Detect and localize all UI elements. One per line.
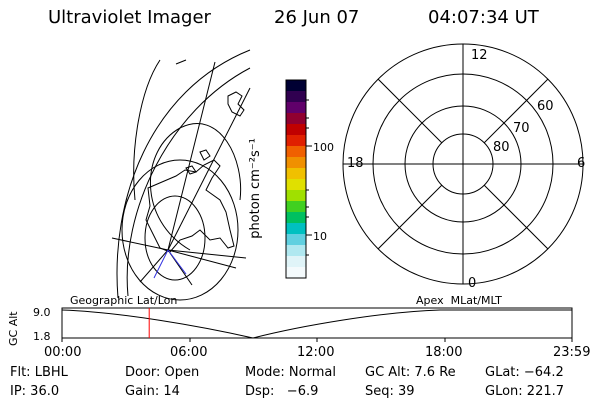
timeline-xtick-1: 06:00	[170, 345, 208, 360]
status-ip: IP: 36.0	[10, 384, 60, 399]
latitude-circle	[144, 195, 206, 281]
pole-line	[153, 249, 169, 279]
timeline-xtick-0: 00:00	[44, 345, 82, 360]
colorbar-segment	[286, 212, 306, 224]
status-gain: Gain: 14	[125, 384, 180, 399]
timeline-xtick-3: 18:00	[425, 345, 463, 360]
colorbar-segment	[286, 267, 306, 279]
status-seq: Seq: 39	[365, 384, 415, 399]
colorbar-segment	[286, 201, 306, 213]
time-label: 04:07:34 UT	[428, 7, 539, 28]
colorbar-segment	[286, 124, 306, 136]
pole-line	[167, 249, 187, 275]
mlt-label-0: 0	[468, 276, 477, 291]
status-glon: GLon: 221.7	[485, 384, 565, 399]
mlt-label-18: 18	[347, 156, 364, 171]
timeline-right-title: Apex MLat/MLT	[416, 294, 502, 307]
latitude-circle	[116, 49, 251, 299]
colorbar-segment	[286, 190, 306, 202]
longitude-line	[167, 249, 237, 269]
status-dsp: Dsp: −6.9	[245, 384, 319, 399]
status-gc-alt: GC Alt: 7.6 Re	[365, 365, 456, 380]
timeline-xtick-2: 12:00	[297, 345, 335, 360]
coastline	[227, 91, 245, 117]
timeline-left-title: Geographic Lat/Lon	[70, 294, 178, 307]
timeline-ytick-top: 9.0	[33, 306, 51, 319]
colorbar-segment	[286, 179, 306, 191]
latitude-circle	[133, 59, 161, 201]
colorbar-segment	[286, 91, 306, 103]
longitude-line	[167, 249, 247, 259]
timeline-xtick-4: 23:59	[553, 345, 591, 360]
coastline	[199, 149, 211, 161]
longitude-line	[139, 249, 169, 283]
latitude-circle	[150, 123, 242, 251]
colorbar-tick-10: 10	[313, 230, 327, 243]
colorbar-segment	[286, 234, 306, 246]
mlt-label-12: 12	[471, 48, 488, 63]
longitude-line	[167, 87, 251, 251]
lat-label-70: 70	[513, 121, 530, 136]
status-filter: Flt: LBHL	[10, 365, 68, 380]
instrument-title: Ultraviolet Imager	[48, 7, 211, 28]
coastline	[145, 159, 235, 253]
colorbar-segment	[286, 256, 306, 268]
longitude-line	[111, 237, 169, 251]
timeline-ytick-bottom: 1.8	[33, 330, 51, 343]
status-glat: GLat: −64.2	[485, 365, 564, 380]
colorbar-segment	[286, 80, 306, 92]
coastline	[185, 165, 197, 175]
longitude-line	[167, 61, 216, 251]
colorbar-segment	[286, 245, 306, 257]
lat-label-60: 60	[537, 99, 554, 114]
date-label: 26 Jun 07	[274, 7, 360, 28]
status-door: Door: Open	[125, 365, 200, 380]
colorbar-segment	[286, 223, 306, 235]
coastline	[175, 59, 187, 65]
colorbar-segment	[286, 113, 306, 125]
colorbar-segment	[286, 157, 306, 169]
colorbar-tick-100: 100	[313, 141, 334, 154]
polar-diagonal	[377, 184, 443, 250]
altitude-curve	[61, 309, 572, 339]
polar-diagonal	[377, 78, 443, 144]
colorbar-segment	[286, 146, 306, 158]
lat-label-80: 80	[493, 140, 510, 155]
colorbar-segment	[286, 102, 306, 114]
colorbar-segment	[286, 168, 306, 180]
latitude-circle	[121, 159, 239, 301]
mlt-label-6: 6	[577, 156, 586, 171]
colorbar-segment	[286, 135, 306, 147]
polar-diagonal	[483, 78, 549, 144]
polar-diagonal	[483, 184, 549, 250]
status-mode: Mode: Normal	[245, 365, 336, 380]
